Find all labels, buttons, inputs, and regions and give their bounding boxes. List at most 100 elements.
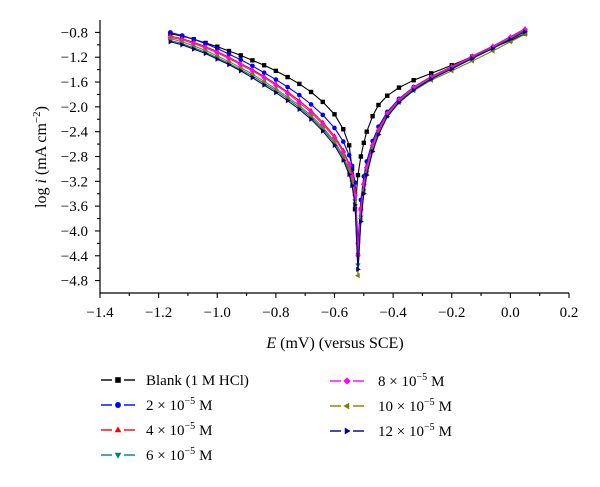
y-tick-label: −0.8 <box>61 25 88 41</box>
series-1-point <box>273 68 279 74</box>
series-7-point <box>364 172 370 178</box>
series-5-point <box>522 26 528 33</box>
series-6-point <box>202 47 208 54</box>
legend-label-text: 2 × 10 <box>146 398 184 414</box>
x-axis-ticks: −1.4 −1.2 −1.0 −0.8 −0.6 −0.4 −0.2 0.0 0.2 <box>86 293 578 321</box>
y-tick-label: −2.0 <box>61 100 88 116</box>
series-1-point <box>429 71 434 76</box>
legend: Blank (1 M HCl)2 × 10−5 M4 × 10−5 M6 × 10−… <box>101 372 452 464</box>
series-1-point <box>361 140 367 146</box>
legend-entry: Blank (1 M HCl) <box>101 373 249 389</box>
series-7-point <box>347 171 353 178</box>
series-2-point <box>340 139 346 144</box>
y-axis-symbol: i <box>33 179 50 183</box>
y-tick-label: −2.8 <box>61 150 88 166</box>
series-2-point <box>273 77 279 82</box>
legend-marker <box>115 402 121 408</box>
series-5-point <box>249 68 256 74</box>
legend-marker <box>343 402 350 410</box>
series-5-point <box>190 40 197 47</box>
legend-label: 6 × 10−5 M <box>146 446 212 464</box>
series-1-point <box>385 93 390 98</box>
legend-entry: 2 × 10−5 M <box>101 396 212 414</box>
series-7-point <box>285 98 291 104</box>
series-6-point <box>249 71 255 77</box>
legend-label-unit: M <box>199 398 212 414</box>
series-7-point <box>321 128 326 134</box>
legend-label-text: 8 × 10 <box>378 374 416 390</box>
series-7-line <box>170 31 526 270</box>
series-1-line <box>170 33 526 210</box>
x-tick-label: −0.4 <box>380 305 408 321</box>
series-7-point <box>238 68 244 74</box>
series-7-point <box>215 56 221 62</box>
series-6-point <box>284 94 290 100</box>
series-1-point <box>285 74 290 80</box>
series-5-point <box>226 55 232 62</box>
series-7-point <box>203 50 209 57</box>
legend-label-exponent: −5 <box>424 397 435 408</box>
series-1-point <box>341 127 346 132</box>
legend-entry: 12 × 10−5 M <box>330 422 452 440</box>
x-tick-label: 0.0 <box>501 305 520 321</box>
x-tick-label: −0.6 <box>321 305 349 321</box>
series-1-point <box>261 63 267 68</box>
y-tick-label: −2.4 <box>61 125 89 141</box>
series-1-point <box>238 53 243 58</box>
legend-label: 12 × 10−5 M <box>378 422 452 440</box>
series-7-point <box>449 66 455 72</box>
series-1-point <box>358 154 364 159</box>
series-5-point <box>363 164 370 171</box>
series-6-point <box>319 124 325 130</box>
series-1-point <box>308 89 314 95</box>
series-6-point <box>214 53 220 59</box>
y-tick-label: −3.2 <box>61 174 88 190</box>
series-2-point <box>191 36 197 42</box>
series-1-point <box>364 129 369 134</box>
y-tick-label: −3.6 <box>61 199 89 215</box>
series-6-point <box>355 272 360 279</box>
series-1-point <box>297 81 302 87</box>
series-1-point <box>411 77 416 83</box>
y-axis-prefix: log <box>33 188 50 208</box>
series-5-point <box>261 74 268 81</box>
legend-label-exponent: −5 <box>416 372 427 383</box>
series-5-point <box>202 45 209 51</box>
series-5-point <box>237 61 244 68</box>
y-axis-title: log i (mA cm−2) <box>31 106 50 208</box>
legend-marker <box>343 377 351 385</box>
series-7-point <box>309 116 314 122</box>
series-6-point <box>237 65 243 71</box>
series-1-point <box>346 143 352 148</box>
series-2-point <box>285 84 290 90</box>
series-4-line <box>170 30 526 266</box>
y-tick-label: −1.2 <box>61 50 88 66</box>
x-tick-label: −1.0 <box>204 305 231 321</box>
series-1-point <box>370 113 375 119</box>
series-7-point <box>353 202 358 208</box>
series-7-point <box>192 46 197 52</box>
series-1-point <box>250 58 255 63</box>
legend-label-exponent: −5 <box>424 422 435 433</box>
series-7-point <box>508 36 514 42</box>
series-2-point <box>168 30 173 35</box>
series-7-point <box>262 82 268 88</box>
series-6-point <box>308 112 313 119</box>
series-6-point <box>273 86 278 92</box>
series-2-point <box>346 152 352 158</box>
series-6-point <box>261 78 266 85</box>
series-6-point <box>296 102 302 109</box>
series-2-point <box>203 41 208 46</box>
series-2-point <box>297 92 302 98</box>
legend-marker <box>115 377 121 383</box>
legend-label: 2 × 10−5 M <box>146 396 212 414</box>
series-7-point <box>227 62 232 68</box>
legend-label: 4 × 10−5 M <box>146 421 212 439</box>
x-tick-label: −1.2 <box>145 305 172 321</box>
series-7-point <box>274 89 279 96</box>
legend-label-unit: M <box>431 374 444 390</box>
legend-entry: 8 × 10−5 M <box>330 372 444 390</box>
x-axis-title: E (mV) (versus SCE) <box>265 335 403 352</box>
